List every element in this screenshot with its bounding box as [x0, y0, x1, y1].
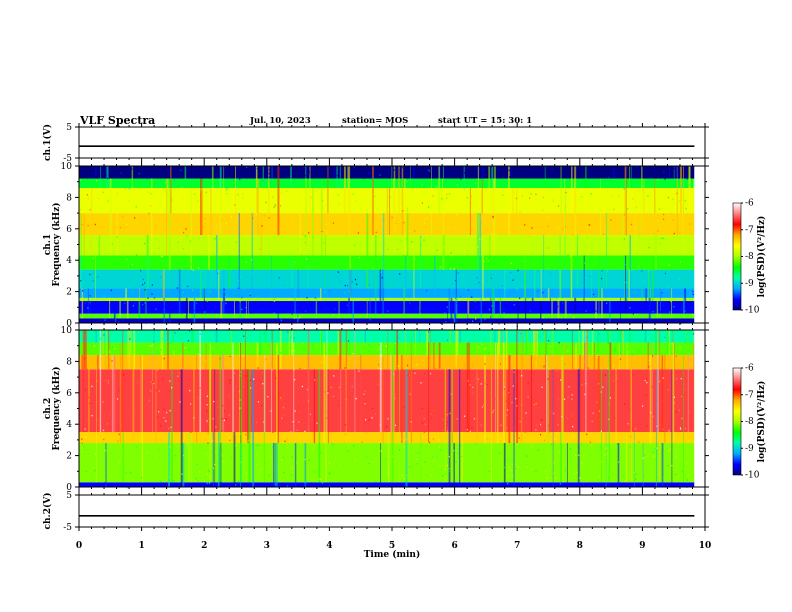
- spec2-ytick-label: 6: [66, 389, 72, 399]
- spec1-ylabel: ch.1: [43, 234, 53, 255]
- colorbar-tick-label: -7: [745, 390, 754, 400]
- wave2-ytick-label: 5: [66, 491, 72, 501]
- spec1-ytick-label: 10: [61, 162, 73, 172]
- x-tick-label: 7: [514, 541, 520, 551]
- ch2-band-3: [79, 369, 695, 433]
- spec2-ytick-label: 4: [66, 420, 72, 430]
- spec2-ytick-label: 8: [66, 357, 72, 367]
- colorbar-label: log(PSD)(V²/Hz): [756, 216, 767, 298]
- x-axis-label: Time (min): [364, 549, 421, 560]
- spec1-ytick-label: 2: [66, 288, 72, 298]
- x-tick-label: 9: [639, 541, 645, 551]
- x-tick-label: 2: [201, 541, 207, 551]
- ch2-band-5: [79, 342, 695, 356]
- ch2-band-6: [79, 330, 695, 343]
- ch1-band-4: [79, 288, 695, 298]
- wave1-ylabel: ch.1(V): [42, 124, 53, 161]
- ch1-band-1: [79, 313, 695, 319]
- x-tick-label: 5: [389, 541, 395, 551]
- wave1-ytick-label: 5: [66, 123, 72, 133]
- spec2-ytick-label: 0: [66, 483, 72, 493]
- x-tick-label: 1: [138, 541, 144, 551]
- colorbar-tick-label: -8: [745, 417, 754, 427]
- wave2-frame: [78, 494, 706, 528]
- station-label: station= MOS: [342, 116, 408, 126]
- ch1-waveform-panel: 5 -5 ch.1(V): [42, 123, 709, 164]
- ch2-texture: [80, 330, 696, 489]
- spec2-ylabel: ch.2: [43, 398, 53, 419]
- colorbar-tick-label: -6: [745, 364, 754, 374]
- ch1-band-11: [79, 166, 695, 179]
- x-tick-label: 10: [699, 541, 712, 551]
- time-axis: 0 1 2 3 4 5 6 7 8 9 10: [76, 541, 711, 551]
- wave2-ylabel: ch.2(V): [42, 493, 53, 530]
- ch1-band-6: [79, 255, 695, 270]
- figure-title: VLF Spectra: [79, 114, 155, 127]
- colorbar-tick-label: -9: [745, 444, 754, 454]
- colorbar-gradient: [732, 202, 742, 311]
- spec2-ytick-label: 2: [66, 452, 72, 462]
- spec1-ytick-label: 6: [66, 225, 72, 235]
- ch1-band-5: [79, 269, 695, 289]
- date-label: Jul. 10, 2023: [249, 116, 311, 126]
- colorbar-tick-label: -10: [745, 471, 760, 481]
- colorbar-label: log(PSD)(V²/Hz): [756, 381, 767, 463]
- colorbar-tick-label: -9: [745, 279, 754, 289]
- spec2-ytick-label: 10: [61, 326, 73, 336]
- wave1-ytick-label: -5: [63, 154, 72, 164]
- ch2-spectrogram-panel: 0 2 4 6 8 10 ch.2 Frequency (kHz): [43, 326, 709, 493]
- ch1-texture: [79, 166, 694, 325]
- x-tick-label: 3: [264, 541, 270, 551]
- spec1-ytick-label: 4: [66, 256, 72, 266]
- x-tick-label: 8: [577, 541, 583, 551]
- ch2-colorbar: -6 -7 -8 -9 -10 log(PSD)(V²/Hz): [732, 364, 767, 481]
- ch2-band-2: [79, 432, 695, 444]
- ch2-band-1: [79, 443, 695, 483]
- colorbar-tick-label: -10: [745, 306, 760, 316]
- spec1-ylabel: Frequency (kHz): [51, 202, 62, 286]
- ch1-spectrogram-panel: 0 2 4 6 8 10 ch.1 Frequency (kHz): [43, 162, 709, 329]
- ch2-waveform-panel: 5 -5 ch.2(V): [42, 491, 709, 533]
- ch1-band-10: [79, 178, 695, 188]
- ch2-band-4: [79, 355, 695, 370]
- spec1-ytick-label: 8: [66, 193, 72, 203]
- colorbar-tick-label: -8: [745, 252, 754, 262]
- ch1-colorbar: -6 -7 -8 -9 -10 log(PSD)(V²/Hz): [732, 199, 767, 316]
- colorbar-tick-label: -7: [745, 225, 754, 235]
- wave2-ytick-label: -5: [63, 523, 72, 533]
- start-time-label: start UT = 15: 30: 1: [438, 116, 532, 126]
- ch1-band-3: [79, 297, 695, 302]
- x-tick-label: 6: [451, 541, 457, 551]
- x-tick-label: 0: [76, 541, 82, 551]
- spec1-ytick-label: 0: [66, 319, 72, 329]
- ch2-band-0: [79, 482, 695, 487]
- colorbar-tick-label: -6: [745, 199, 754, 209]
- ch1-band-0: [79, 318, 695, 323]
- x-tick-label: 4: [326, 541, 332, 551]
- spec2-ylabel: Frequency (kHz): [51, 366, 62, 450]
- colorbar-gradient: [732, 367, 742, 476]
- wave1-frame: [78, 126, 706, 159]
- ch1-band-7: [79, 235, 695, 256]
